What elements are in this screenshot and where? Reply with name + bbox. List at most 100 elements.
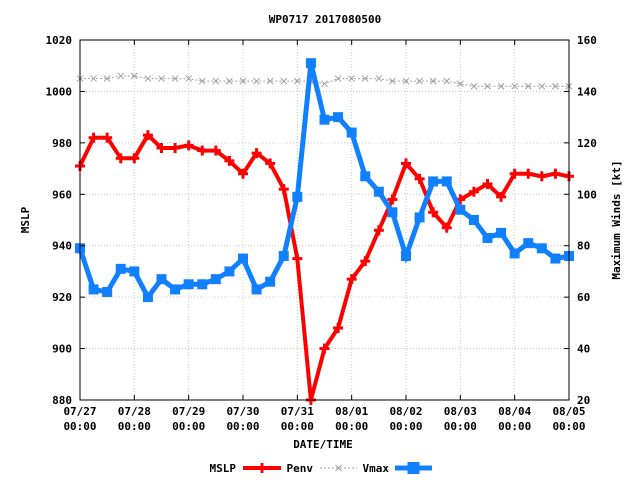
x-tick-time: 00:00 xyxy=(498,420,531,433)
vmax-series xyxy=(75,58,574,303)
mslp-point xyxy=(523,168,534,179)
legend-label: Vmax xyxy=(363,462,390,475)
vmax-point xyxy=(468,215,479,225)
left-tick-label: 920 xyxy=(52,291,72,304)
penv-point xyxy=(402,77,410,85)
vmax-point xyxy=(536,243,547,254)
x-tick-date: 07/27 xyxy=(63,405,96,418)
penv-point xyxy=(524,82,532,90)
x-tick-time: 00:00 xyxy=(226,420,259,433)
vmax-point xyxy=(509,248,520,259)
vmax-point xyxy=(401,251,411,261)
x-tick-time: 00:00 xyxy=(172,420,205,433)
mslp-point xyxy=(401,158,411,169)
penv-point xyxy=(538,82,546,90)
mslp-line xyxy=(78,131,570,401)
mslp-point xyxy=(224,155,235,166)
legend: MSLP Penv Vmax xyxy=(210,462,432,475)
x-tick-time: 00:00 xyxy=(552,420,585,433)
y-axis-label-left: MSLP xyxy=(19,206,32,233)
penv-point xyxy=(212,77,220,85)
penv-point xyxy=(389,77,396,85)
vmax-point xyxy=(441,176,452,187)
vmax-point xyxy=(210,274,221,285)
vmax-point xyxy=(305,58,316,69)
x-tick-date: 08/03 xyxy=(444,405,477,418)
right-tick-label: 140 xyxy=(577,85,597,98)
chart-title: WP0717 2017080500 xyxy=(269,13,382,26)
vmax-point xyxy=(102,287,113,297)
mslp-point xyxy=(251,148,262,159)
mslp-point xyxy=(129,153,140,164)
left-tick-label: 880 xyxy=(52,394,72,407)
x-tick-date: 08/04 xyxy=(498,405,531,418)
penv-point xyxy=(198,77,206,85)
left-tick-label: 980 xyxy=(52,137,72,150)
vmax-point xyxy=(523,238,534,249)
vmax-point xyxy=(292,191,303,202)
vmax-point xyxy=(482,233,493,243)
vmax-point xyxy=(88,284,99,295)
vmax-line xyxy=(77,62,570,302)
mslp-point xyxy=(414,173,425,184)
penv-point xyxy=(456,80,464,88)
vmax-point xyxy=(455,204,466,215)
vmax-point xyxy=(142,292,153,303)
x-tick-time: 00:00 xyxy=(281,420,314,433)
y-axis-label-right: Maximum Winds [kt] xyxy=(610,160,623,279)
penv-point xyxy=(511,82,519,90)
penv-point xyxy=(361,75,369,82)
mslp-point xyxy=(319,343,330,354)
mslp-point xyxy=(346,274,357,285)
penv-line xyxy=(80,75,569,87)
legend-marker xyxy=(335,464,342,472)
penv-point xyxy=(334,75,342,82)
penv-point xyxy=(321,80,328,88)
legend-label: MSLP xyxy=(210,462,237,475)
right-tick-label: 120 xyxy=(577,137,597,150)
mslp-point xyxy=(142,130,153,141)
left-tick-label: 900 xyxy=(52,343,72,356)
penv-point xyxy=(429,77,437,85)
vmax-point xyxy=(414,212,425,223)
vmax-point xyxy=(129,266,140,277)
penv-point xyxy=(239,77,247,85)
x-tick-date: 08/05 xyxy=(552,405,585,418)
x-tick-date: 07/29 xyxy=(172,405,205,418)
penv-point xyxy=(443,77,451,85)
mslp-point xyxy=(238,168,248,179)
vmax-point xyxy=(170,284,181,295)
vmax-point xyxy=(238,253,248,264)
plot-frame xyxy=(79,39,570,401)
mslp-point xyxy=(156,143,167,153)
mslp-point xyxy=(373,225,384,236)
x-tick-time: 00:00 xyxy=(335,420,368,433)
vmax-point xyxy=(550,253,561,264)
mslp-point xyxy=(292,253,303,264)
penv-point xyxy=(416,77,423,85)
mslp-point xyxy=(265,158,276,169)
legend-item-vmax: Vmax xyxy=(363,462,432,475)
vmax-point xyxy=(115,263,126,274)
mslp-point xyxy=(88,132,99,143)
mslp-point xyxy=(441,222,452,233)
vmax-point xyxy=(265,276,276,287)
mslp-point xyxy=(278,184,289,195)
x-tick-date: 07/28 xyxy=(118,405,151,418)
vmax-point xyxy=(278,251,289,261)
legend-marker xyxy=(407,462,420,474)
mslp-point xyxy=(536,171,547,182)
vmax-point xyxy=(197,279,208,290)
penv-point xyxy=(470,82,478,90)
left-axis-ticks: 880 900 920 940 960 980 1000 1020 xyxy=(46,34,569,407)
left-tick-label: 960 xyxy=(52,188,72,201)
mslp-point xyxy=(197,145,208,156)
legend-item-penv: Penv xyxy=(287,462,357,475)
mslp-point xyxy=(183,140,194,151)
right-tick-label: 60 xyxy=(577,291,590,304)
penv-point xyxy=(497,82,505,90)
mslp-point xyxy=(387,194,398,205)
penv-point xyxy=(484,82,491,90)
vmax-point xyxy=(333,112,344,123)
